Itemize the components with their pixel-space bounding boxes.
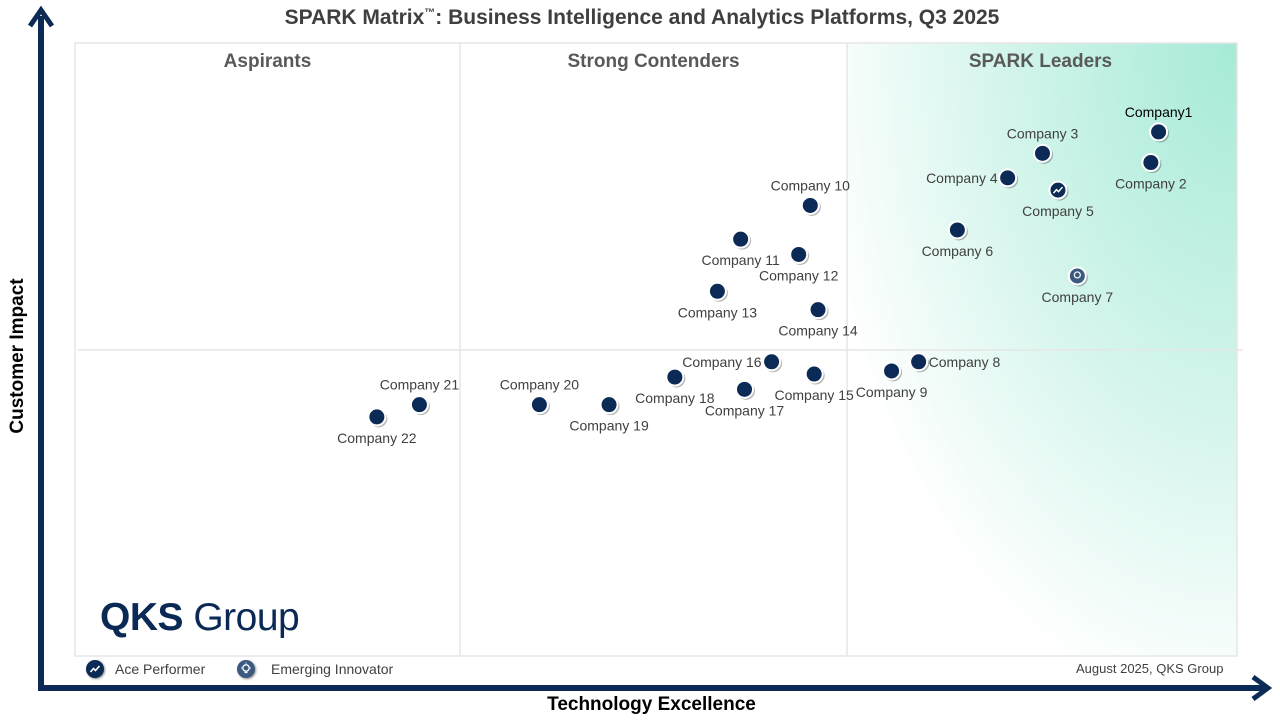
point-label: Company 11 [701, 252, 780, 268]
title-rest: : Business Intelligence and Analytics Pl… [435, 6, 1000, 29]
point-label: Company 12 [759, 267, 839, 283]
qks-group-logo: QKS Group [100, 596, 300, 640]
point-marker [409, 395, 429, 415]
title-tm: ™ [424, 7, 436, 19]
quadrant-label-aspirants: Aspirants [223, 51, 312, 72]
point-marker [789, 244, 809, 264]
point-label: Company 9 [856, 384, 928, 400]
legend-emerging-innovator: Emerging Innovator [271, 661, 394, 677]
point-label: Company 17 [705, 402, 785, 418]
point-company-5: Company 5 [1022, 180, 1094, 219]
point-marker [1033, 143, 1052, 163]
point-marker [762, 352, 782, 372]
point-company-21: Company 21 [380, 377, 460, 416]
point-company-15: Company 15 [774, 364, 854, 403]
point-label: Company 22 [337, 430, 417, 446]
point-marker [998, 168, 1018, 188]
point-company-11: Company 11 [701, 229, 780, 268]
point-company-14: Company 14 [778, 300, 858, 339]
point-marker [808, 300, 828, 320]
point-company-12: Company 12 [759, 244, 839, 283]
point-company-4: Company 4 [926, 168, 1019, 189]
quadrant-label-strong-contenders: Strong Contenders [567, 51, 740, 72]
point-marker [599, 395, 619, 415]
point-company-22: Company 22 [337, 407, 417, 446]
point-label: Company 7 [1042, 289, 1114, 305]
point-marker [367, 407, 387, 427]
point-marker [1141, 153, 1161, 173]
point-label: Company 14 [778, 323, 858, 339]
point-company-9: Company 9 [856, 361, 928, 400]
quadrant-label-spark-leaders: SPARK Leaders [968, 51, 1113, 72]
point-company1: Company1 [1125, 104, 1193, 143]
point-company-13: Company 13 [678, 281, 758, 320]
ace-performer-icon [86, 660, 104, 678]
point-marker [707, 281, 727, 301]
point-label: Company 19 [569, 418, 649, 434]
point-marker [1067, 266, 1087, 286]
logo-part1: QKS [100, 596, 184, 639]
point-label: Company 3 [1007, 125, 1079, 141]
point-label: Company1 [1125, 104, 1193, 120]
point-label: Company 21 [380, 377, 460, 393]
emerging-innovator-icon [237, 660, 255, 678]
point-label: Company 13 [678, 304, 758, 320]
point-company-20: Company 20 [500, 377, 580, 416]
point-company-6: Company 6 [922, 220, 994, 259]
point-marker [529, 395, 549, 415]
point-label: Company 18 [635, 390, 715, 406]
point-company-16: Company 16 [682, 352, 783, 373]
emerging-innovator-icon [1073, 271, 1081, 279]
point-marker [800, 195, 820, 215]
point-label: Company 5 [1022, 203, 1094, 219]
x-axis-label: Technology Excellence [547, 694, 756, 715]
point-label: Company 4 [926, 170, 998, 186]
point-label: Company 10 [771, 177, 851, 193]
point-marker [665, 367, 685, 387]
legend-ace-performer: Ace Performer [115, 661, 206, 677]
point-marker [909, 352, 929, 372]
x-axis-arrow-icon [1251, 674, 1273, 702]
title-main: SPARK Matrix [284, 6, 425, 29]
points-layer: Company1 Company 2 Company 3 Company 4 Compa… [337, 104, 1193, 446]
point-company-8: Company 8 [909, 352, 1001, 373]
point-company-18: Company 18 [635, 367, 715, 406]
point-label: Company 6 [922, 243, 994, 259]
point-company-2: Company 2 [1115, 153, 1187, 192]
point-label: Company 16 [682, 354, 762, 370]
point-marker [731, 229, 751, 249]
point-marker [1149, 122, 1169, 142]
date-note: August 2025, QKS Group [1076, 661, 1224, 676]
point-company-10: Company 10 [771, 177, 851, 216]
point-label: Company 8 [929, 354, 1001, 370]
point-company-7: Company 7 [1042, 266, 1114, 305]
point-label: Company 2 [1115, 176, 1187, 192]
point-company-3: Company 3 [1007, 125, 1079, 164]
point-marker [804, 364, 824, 384]
y-axis-label: Customer Impact [7, 278, 28, 434]
logo-part2: Group [183, 596, 300, 639]
point-label: Company 20 [500, 377, 580, 393]
point-marker [947, 220, 967, 240]
point-marker [882, 361, 902, 381]
point-company-17: Company 17 [705, 379, 785, 418]
chart-title: SPARK Matrix™: Business Intelligence and… [0, 6, 1280, 30]
y-axis-arrow-icon [27, 5, 55, 28]
point-marker [735, 379, 755, 399]
ace-performer-icon [1052, 186, 1064, 194]
point-company-19: Company 19 [569, 395, 649, 434]
point-label: Company 15 [774, 387, 854, 403]
